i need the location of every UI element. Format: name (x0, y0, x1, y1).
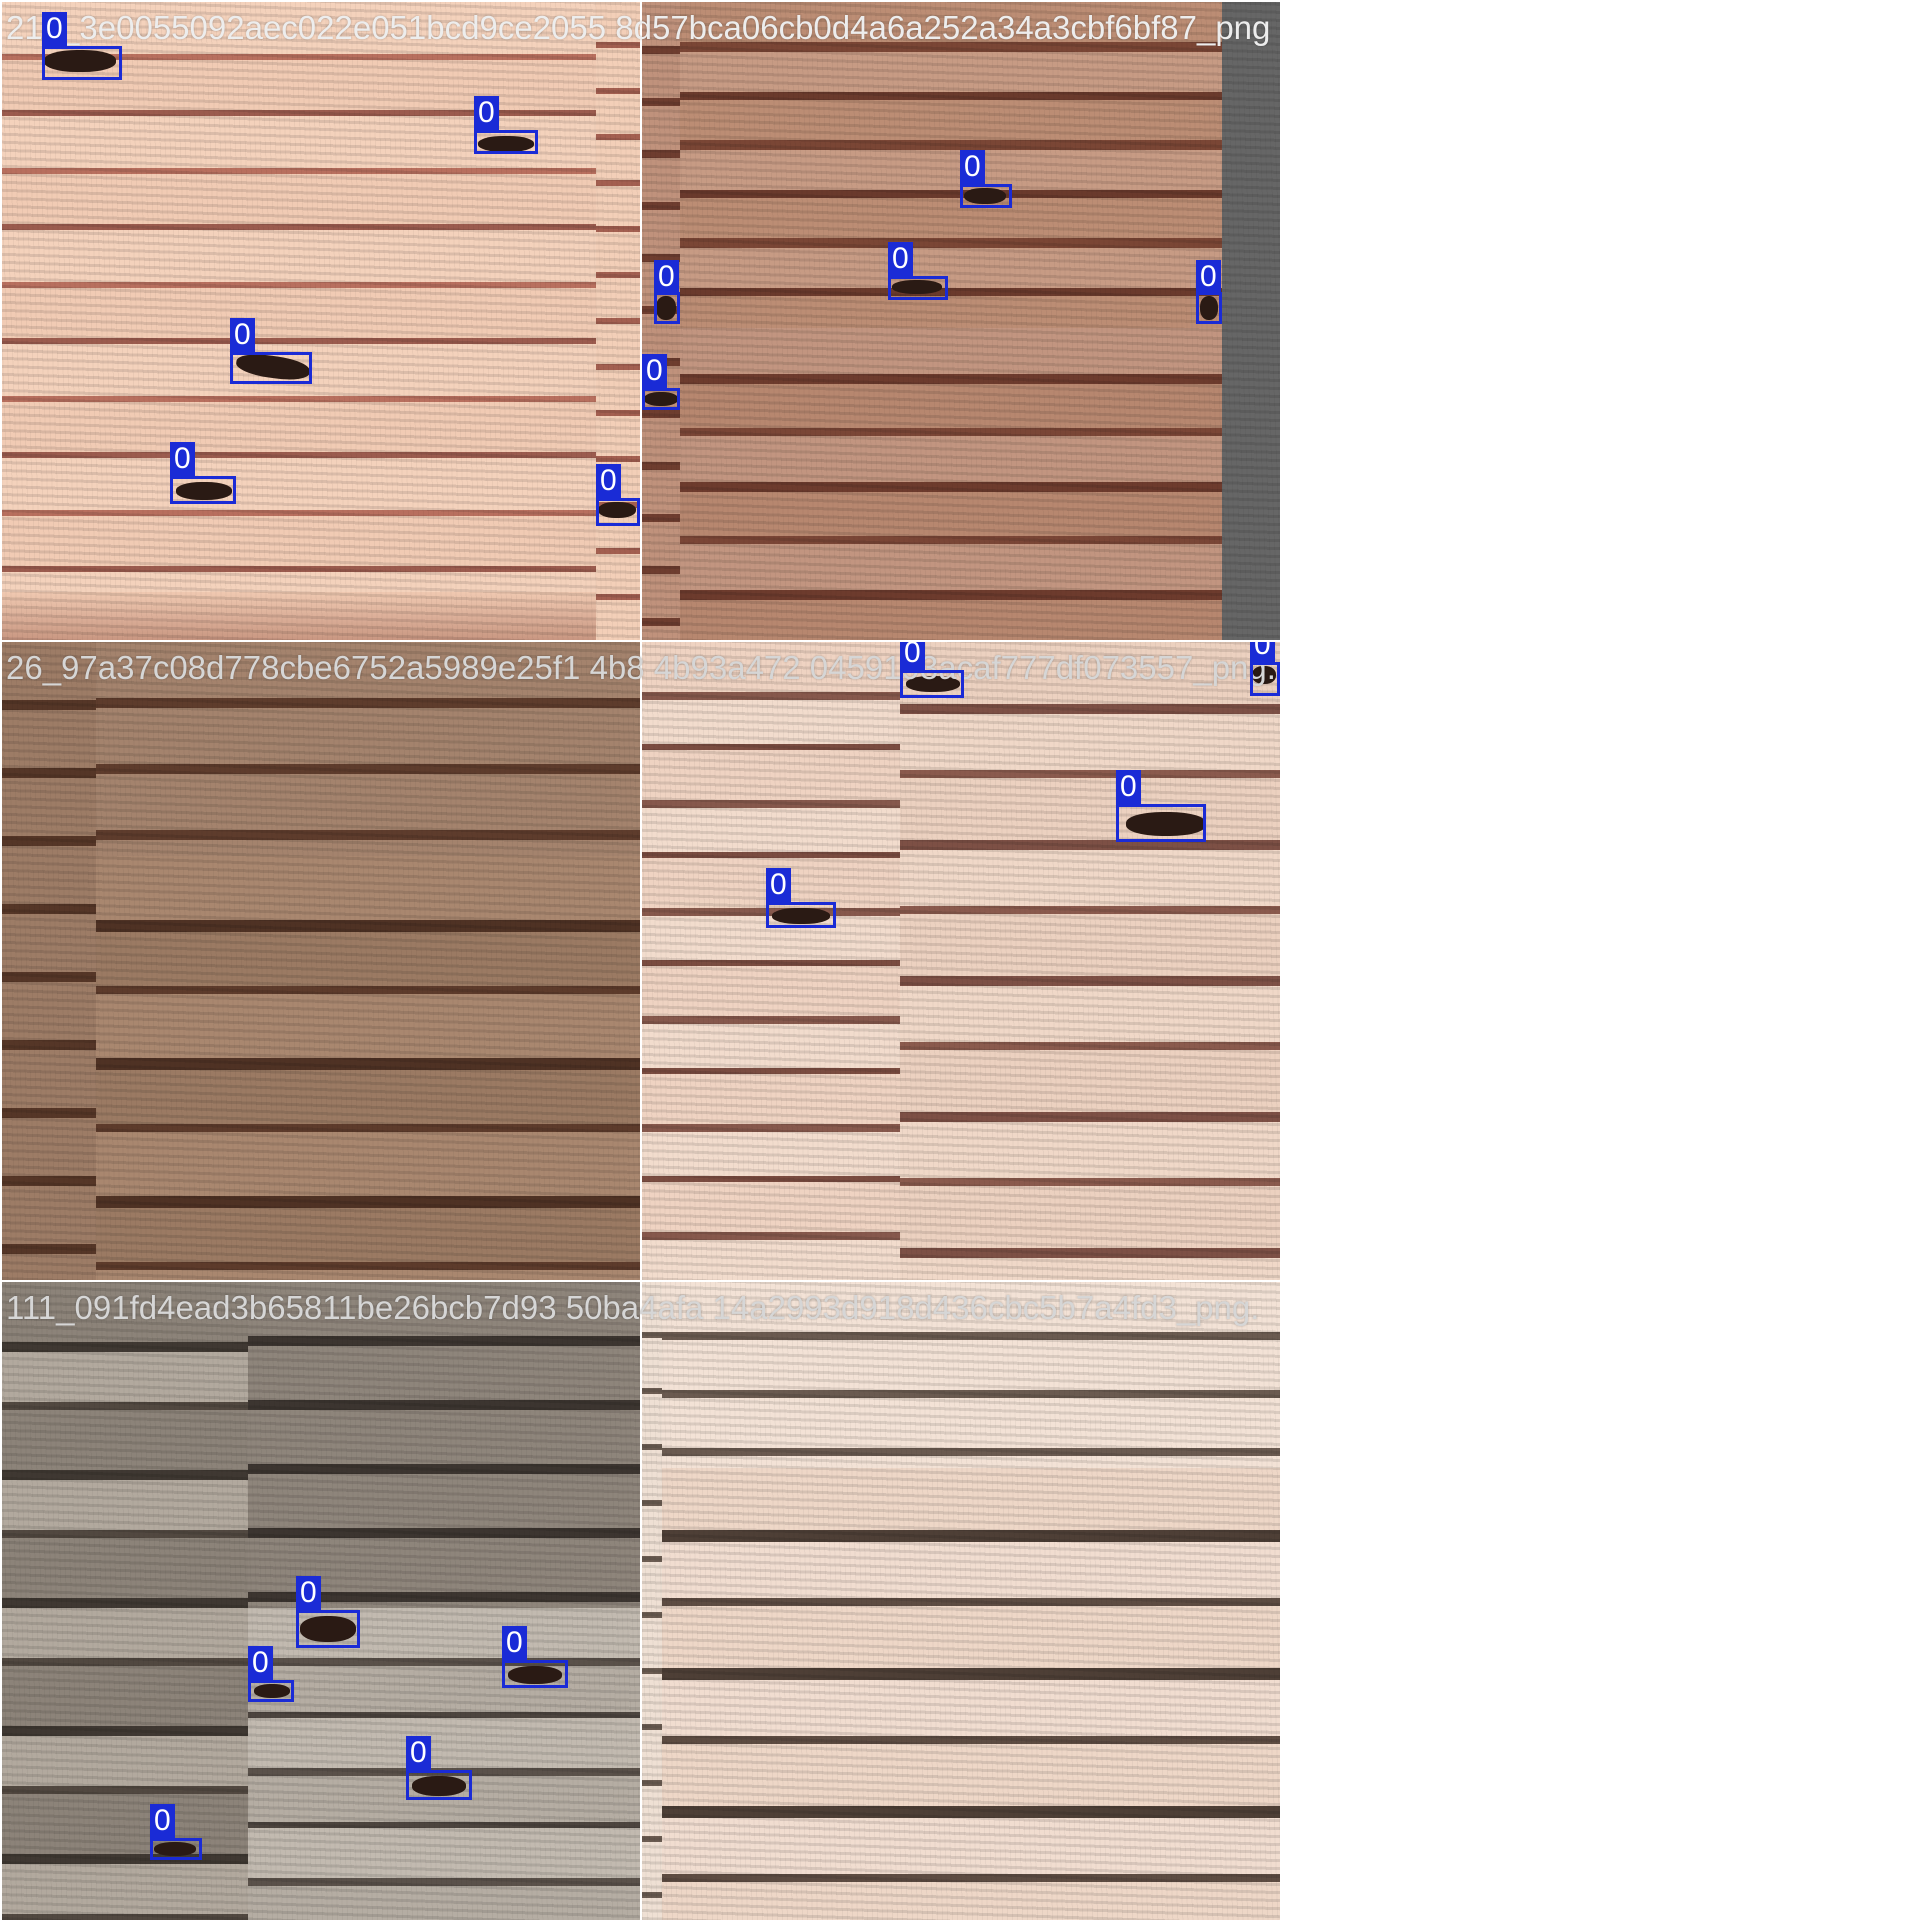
defect-spot (644, 392, 678, 406)
detection-label: 0 (170, 442, 195, 476)
tile-3-texture-strip (2, 642, 96, 1280)
detection-box (1196, 292, 1222, 324)
mosaic-tile-4: 0 0 0 0 (642, 642, 1280, 1280)
detection-label: 0 (474, 96, 499, 130)
detection-label: 0 (888, 242, 913, 276)
defect-spot (1200, 296, 1218, 320)
detection-label: 0 (502, 1626, 527, 1660)
mosaic-tile-3 (2, 642, 640, 1280)
tile-4-texture-left (642, 642, 900, 1280)
detection-label: 0 (654, 260, 679, 294)
tile-6-texture-strip (642, 1282, 662, 1920)
tile-1-texture-bottom (2, 592, 596, 640)
mosaic-tile-1: 0 0 0 0 0 (2, 2, 640, 640)
detection-label: 0 (230, 318, 255, 352)
defect-spot (412, 1776, 466, 1796)
defect-spot (176, 482, 232, 500)
tile-3-texture-top (96, 642, 640, 856)
detection-label: 0 (1116, 770, 1141, 804)
defect-spot (906, 676, 960, 692)
detection-label: 0 (1250, 642, 1275, 662)
detection-box (406, 1770, 472, 1800)
detection-box (42, 46, 122, 80)
tile-5-texture-top-right (248, 1282, 640, 1608)
tile-3-texture-bottom (96, 856, 640, 1280)
detection-box (474, 130, 538, 154)
detection-label: 0 (296, 1576, 321, 1610)
detection-box (1250, 662, 1280, 696)
detection-label: 0 (960, 150, 985, 184)
mosaic-tile-5: 0 0 0 0 0 (2, 1282, 640, 1920)
mosaic-tile-6 (642, 1282, 1280, 1920)
detection-box (960, 184, 1012, 208)
defect-spot (598, 502, 636, 518)
tile-2-texture-top (680, 2, 1222, 328)
detection-box (150, 1838, 202, 1860)
detection-box (596, 498, 640, 526)
detection-label: 0 (150, 1804, 175, 1838)
tile-2-texture-bottom (680, 328, 1222, 640)
tile-6-texture-top (662, 1282, 1280, 1468)
defect-spot (44, 50, 116, 72)
tile-4-texture-right (900, 642, 1280, 1280)
detection-box (900, 670, 964, 698)
tile-5-texture-bottom-right (248, 1608, 640, 1920)
detection-box (502, 1660, 568, 1688)
detection-box (170, 476, 236, 504)
defect-spot (300, 1616, 356, 1642)
tile-caption: 111_091fd4ead3b65811be26bcb7d93 50ba4afa… (6, 1289, 1260, 1326)
tile-5-texture-left (2, 1282, 248, 1920)
defect-spot (254, 1684, 290, 1698)
defect-spot (1126, 812, 1206, 836)
detection-box (1116, 804, 1206, 842)
detection-box (766, 902, 836, 928)
defect-spot (1252, 666, 1276, 684)
detection-label: 0 (1196, 260, 1221, 294)
tile-1-texture-left (2, 2, 596, 592)
detection-label: 0 (406, 1736, 431, 1770)
detection-label: 0 (900, 642, 925, 670)
defect-spot (892, 280, 942, 294)
tile-caption: 26_97a37c08d778cbe6752a5989e25f1 4b8 4b9… (6, 649, 1276, 686)
tile-caption: 210_3e0055092aec022e051bcd9ce2055 8d57bc… (6, 9, 1271, 46)
detection-label: 0 (642, 354, 667, 388)
gray-padding (1222, 2, 1280, 640)
detection-box (888, 276, 948, 300)
mosaic-tile-2: 0 0 0 0 0 (642, 2, 1280, 640)
detection-box (642, 388, 680, 410)
defect-spot (154, 1842, 196, 1856)
detection-label: 0 (248, 1646, 273, 1680)
detection-box (654, 292, 680, 324)
tile-6-texture-bottom (662, 1468, 1280, 1920)
detection-box (248, 1680, 294, 1702)
detection-label: 0 (42, 12, 67, 46)
detection-box (296, 1610, 360, 1648)
defect-spot (656, 296, 676, 320)
defect-spot (964, 188, 1006, 204)
detection-label: 0 (596, 464, 621, 498)
defect-spot (772, 908, 830, 924)
detection-label: 0 (766, 868, 791, 902)
defect-spot (478, 136, 534, 152)
tile-1-texture-right (596, 2, 640, 640)
detection-box (230, 352, 312, 384)
defect-spot (508, 1666, 562, 1684)
